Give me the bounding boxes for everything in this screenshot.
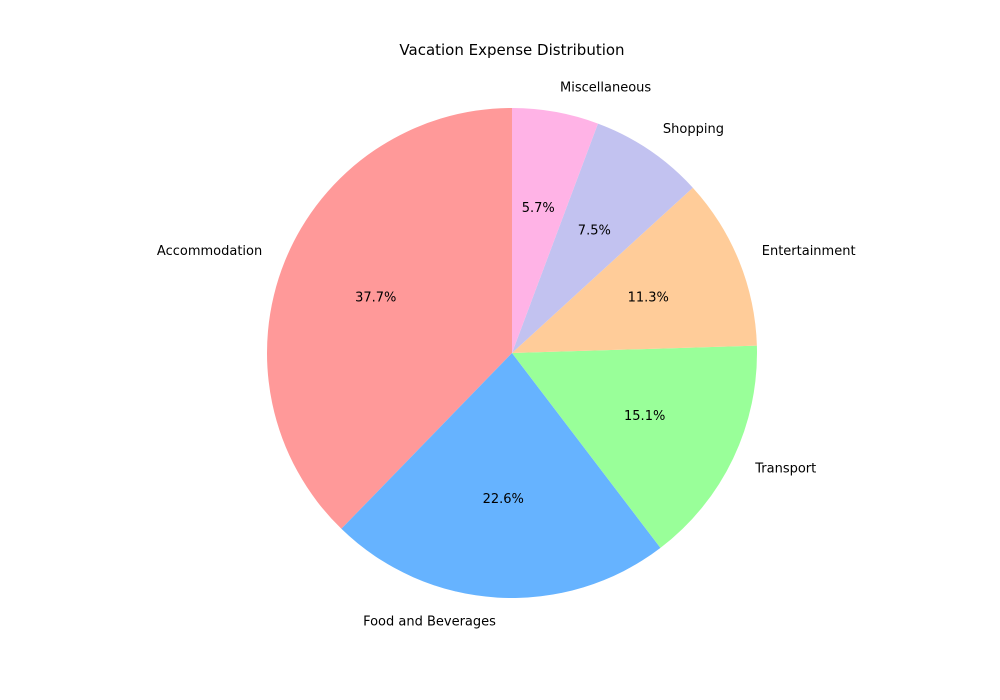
slice-label-accommodation: Accommodation (157, 244, 262, 259)
slice-label-transport: Transport (754, 462, 816, 477)
pie-slice-shopping (512, 123, 693, 353)
percent-labels: 37.7% 22.6% 15.1% 11.3% 7.5% 5.7% (355, 201, 669, 507)
chart-title: Vacation Expense Distribution (399, 41, 624, 59)
pie-slice-entertainment (512, 187, 757, 353)
pie-slices (267, 108, 757, 599)
percent-label-food-and-beverages: 22.6% (483, 492, 524, 507)
slice-label-entertainment: Entertainment (762, 244, 856, 259)
pie-slice-miscellaneous (512, 108, 598, 353)
slice-label-shopping: Shopping (663, 122, 724, 137)
percent-label-entertainment: 11.3% (628, 290, 669, 305)
percent-label-transport: 15.1% (624, 409, 665, 424)
slice-label-food-and-beverages: Food and Beverages (363, 615, 496, 630)
slice-label-miscellaneous: Miscellaneous (560, 80, 651, 95)
pie-slice-transport (512, 345, 757, 548)
pie-slice-accommodation (267, 108, 512, 529)
percent-label-miscellaneous: 5.7% (522, 201, 555, 216)
pie-slice-food-and-beverages (341, 353, 661, 599)
percent-label-accommodation: 37.7% (355, 290, 396, 305)
percent-label-shopping: 7.5% (578, 224, 611, 239)
slice-labels: Accommodation Food and Beverages Transport… (157, 80, 856, 629)
